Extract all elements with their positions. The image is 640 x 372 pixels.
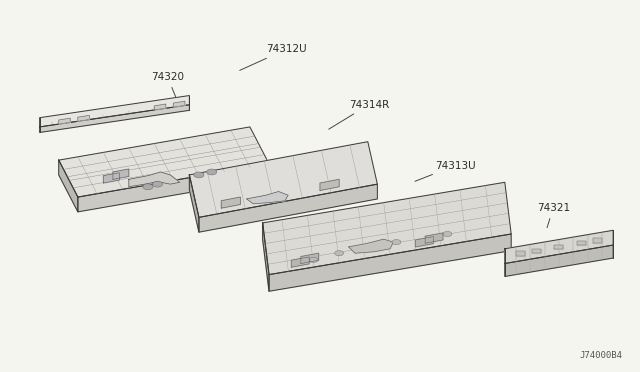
Polygon shape: [415, 237, 433, 247]
Polygon shape: [129, 172, 180, 187]
Polygon shape: [269, 234, 511, 291]
Polygon shape: [425, 233, 443, 243]
Polygon shape: [40, 96, 189, 127]
Polygon shape: [154, 104, 166, 110]
Polygon shape: [59, 160, 78, 212]
Polygon shape: [262, 223, 269, 291]
Circle shape: [143, 184, 153, 190]
Polygon shape: [199, 184, 378, 232]
Polygon shape: [173, 101, 185, 107]
Text: 74314R: 74314R: [329, 100, 389, 129]
Polygon shape: [59, 118, 70, 124]
Polygon shape: [59, 127, 269, 197]
Polygon shape: [113, 169, 129, 179]
Text: 74312U: 74312U: [240, 44, 307, 70]
Polygon shape: [189, 142, 378, 217]
Text: 74320: 74320: [151, 72, 184, 97]
Polygon shape: [593, 238, 602, 243]
Polygon shape: [221, 197, 241, 208]
Polygon shape: [301, 253, 319, 263]
Polygon shape: [40, 105, 189, 132]
Text: 74321: 74321: [537, 203, 570, 228]
Polygon shape: [577, 241, 586, 246]
Circle shape: [392, 240, 401, 245]
Polygon shape: [103, 173, 119, 183]
Polygon shape: [349, 239, 394, 253]
Polygon shape: [246, 192, 288, 204]
Polygon shape: [516, 251, 525, 256]
Polygon shape: [291, 257, 309, 267]
Text: J74000B4: J74000B4: [580, 351, 623, 360]
Circle shape: [194, 172, 204, 178]
Polygon shape: [505, 230, 613, 263]
Circle shape: [443, 231, 452, 237]
Text: 74313U: 74313U: [415, 161, 476, 181]
Polygon shape: [505, 245, 613, 276]
Polygon shape: [262, 182, 511, 275]
Polygon shape: [78, 115, 90, 121]
Polygon shape: [554, 245, 563, 249]
Polygon shape: [78, 164, 269, 212]
Polygon shape: [189, 175, 199, 232]
Circle shape: [335, 251, 344, 256]
Circle shape: [309, 257, 318, 262]
Circle shape: [207, 169, 217, 175]
Circle shape: [152, 181, 163, 187]
Polygon shape: [320, 179, 339, 190]
Polygon shape: [532, 248, 541, 253]
